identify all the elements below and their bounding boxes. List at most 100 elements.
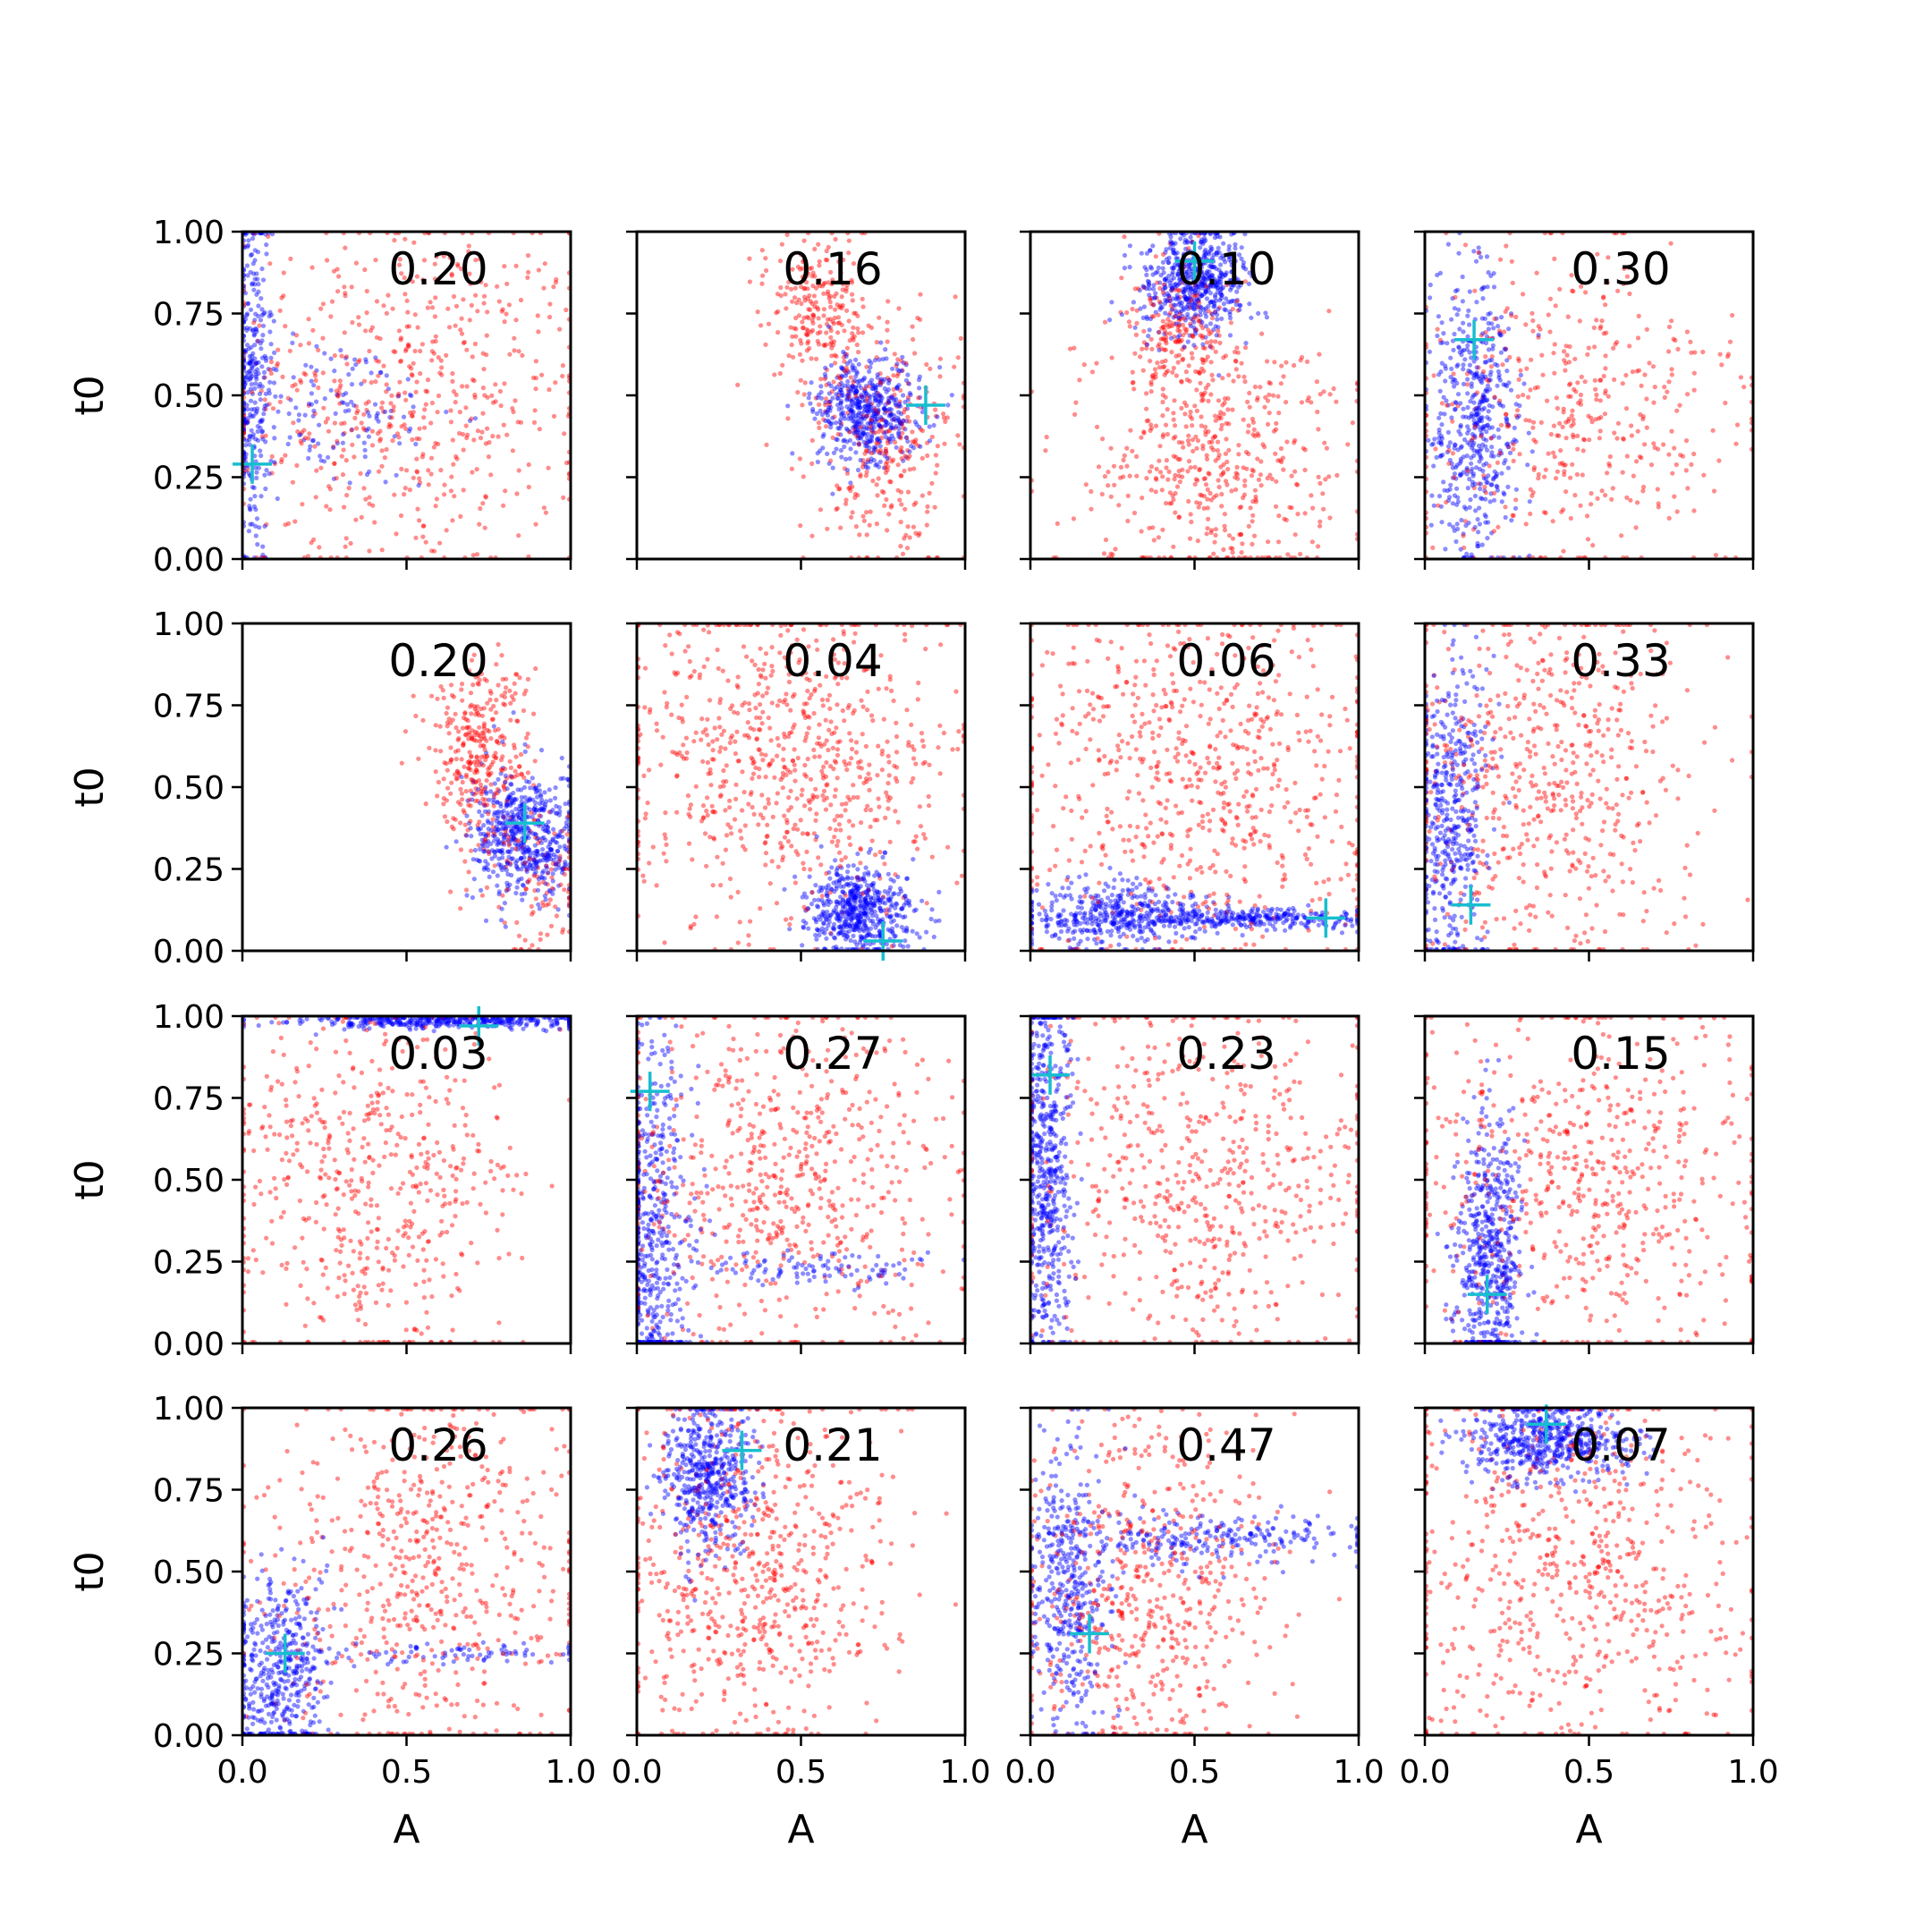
red-point: [1208, 530, 1214, 536]
blue-point: [857, 421, 862, 427]
red-point: [1083, 482, 1089, 487]
red-point: [1167, 241, 1173, 246]
red-point: [846, 390, 852, 395]
blue-point: [338, 348, 343, 353]
blue-point: [243, 375, 249, 380]
blue-point: [1486, 320, 1491, 326]
blue-point: [1199, 262, 1204, 267]
red-point: [786, 279, 792, 284]
red-point: [428, 300, 433, 305]
red-point: [1284, 360, 1289, 365]
blue-point: [301, 437, 307, 443]
blue-point: [1177, 300, 1182, 305]
blue-point: [874, 462, 879, 467]
blue-point: [790, 451, 795, 456]
red-point: [1237, 532, 1242, 538]
red-point: [844, 308, 850, 313]
blue-point: [1203, 247, 1208, 253]
red-point: [288, 256, 293, 261]
blue-point: [341, 400, 346, 405]
blue-point: [1214, 251, 1219, 258]
red-point: [1473, 406, 1479, 411]
blue-point: [243, 443, 249, 448]
blue-point: [1208, 262, 1214, 267]
blue-point: [874, 391, 879, 396]
red-point: [491, 794, 497, 800]
red-point: [533, 665, 538, 672]
blue-point: [1182, 275, 1188, 280]
blue-point: [1180, 277, 1185, 283]
blue-point: [1450, 501, 1455, 506]
red-point: [1102, 474, 1107, 479]
red-point: [1183, 403, 1190, 409]
blue-point: [1464, 551, 1470, 557]
blue-point: [1449, 317, 1454, 322]
red-point: [1250, 519, 1255, 524]
blue-point: [267, 313, 272, 319]
red-point: [905, 489, 911, 495]
red-point: [865, 413, 870, 419]
red-point: [867, 522, 872, 528]
red-point: [513, 398, 518, 403]
blue-point: [1169, 277, 1174, 283]
blue-point: [826, 399, 832, 404]
blue-point: [258, 425, 263, 431]
blue-point: [1227, 277, 1233, 283]
red-point: [783, 292, 788, 297]
red-point: [911, 439, 917, 445]
red-point: [560, 929, 565, 935]
red-point: [1199, 357, 1205, 362]
red-point: [825, 258, 830, 263]
blue-point: [865, 440, 870, 445]
blue-point: [1177, 309, 1182, 315]
red-point: [1242, 483, 1248, 488]
red-point: [433, 504, 438, 509]
blue-point: [1145, 316, 1150, 321]
blue-point: [1213, 298, 1219, 303]
red-point: [838, 303, 843, 309]
blue-point: [853, 450, 859, 455]
blue-point: [347, 480, 352, 486]
blue-point: [863, 462, 869, 467]
red-point: [1197, 466, 1203, 472]
red-point: [904, 435, 910, 440]
blue-point: [1203, 276, 1208, 282]
red-point: [453, 817, 458, 822]
red-point: [953, 294, 958, 300]
blue-point: [1182, 276, 1187, 282]
red-point: [1169, 501, 1174, 506]
red-point: [1224, 482, 1230, 487]
blue-point: [335, 441, 340, 446]
red-point: [394, 431, 401, 436]
red-point: [1160, 393, 1165, 398]
red-point: [517, 764, 522, 769]
red-point: [840, 282, 846, 287]
blue-point: [540, 858, 546, 863]
red-point: [495, 739, 500, 745]
blue-point: [1169, 307, 1174, 312]
blue-point: [1147, 286, 1152, 292]
red-point: [902, 468, 907, 474]
red-point: [1533, 439, 1538, 445]
red-point: [1529, 357, 1534, 362]
blue-point: [853, 401, 859, 406]
red-point: [462, 711, 468, 716]
blue-point: [486, 809, 491, 814]
blue-point: [855, 429, 860, 435]
red-point: [1558, 448, 1563, 453]
blue-point: [413, 441, 419, 447]
red-point: [451, 462, 456, 467]
blue-point: [499, 867, 505, 873]
blue-point: [1527, 499, 1532, 504]
red-point: [1614, 340, 1620, 345]
red-point: [1220, 471, 1225, 477]
red-point: [503, 864, 509, 870]
blue-point: [1465, 430, 1470, 436]
blue-point: [1456, 345, 1462, 351]
blue-point: [889, 411, 894, 417]
blue-point: [1107, 318, 1113, 323]
red-point: [1298, 358, 1303, 363]
blue-point: [1165, 291, 1170, 296]
blue-point: [1177, 262, 1182, 267]
blue-point: [839, 390, 844, 395]
